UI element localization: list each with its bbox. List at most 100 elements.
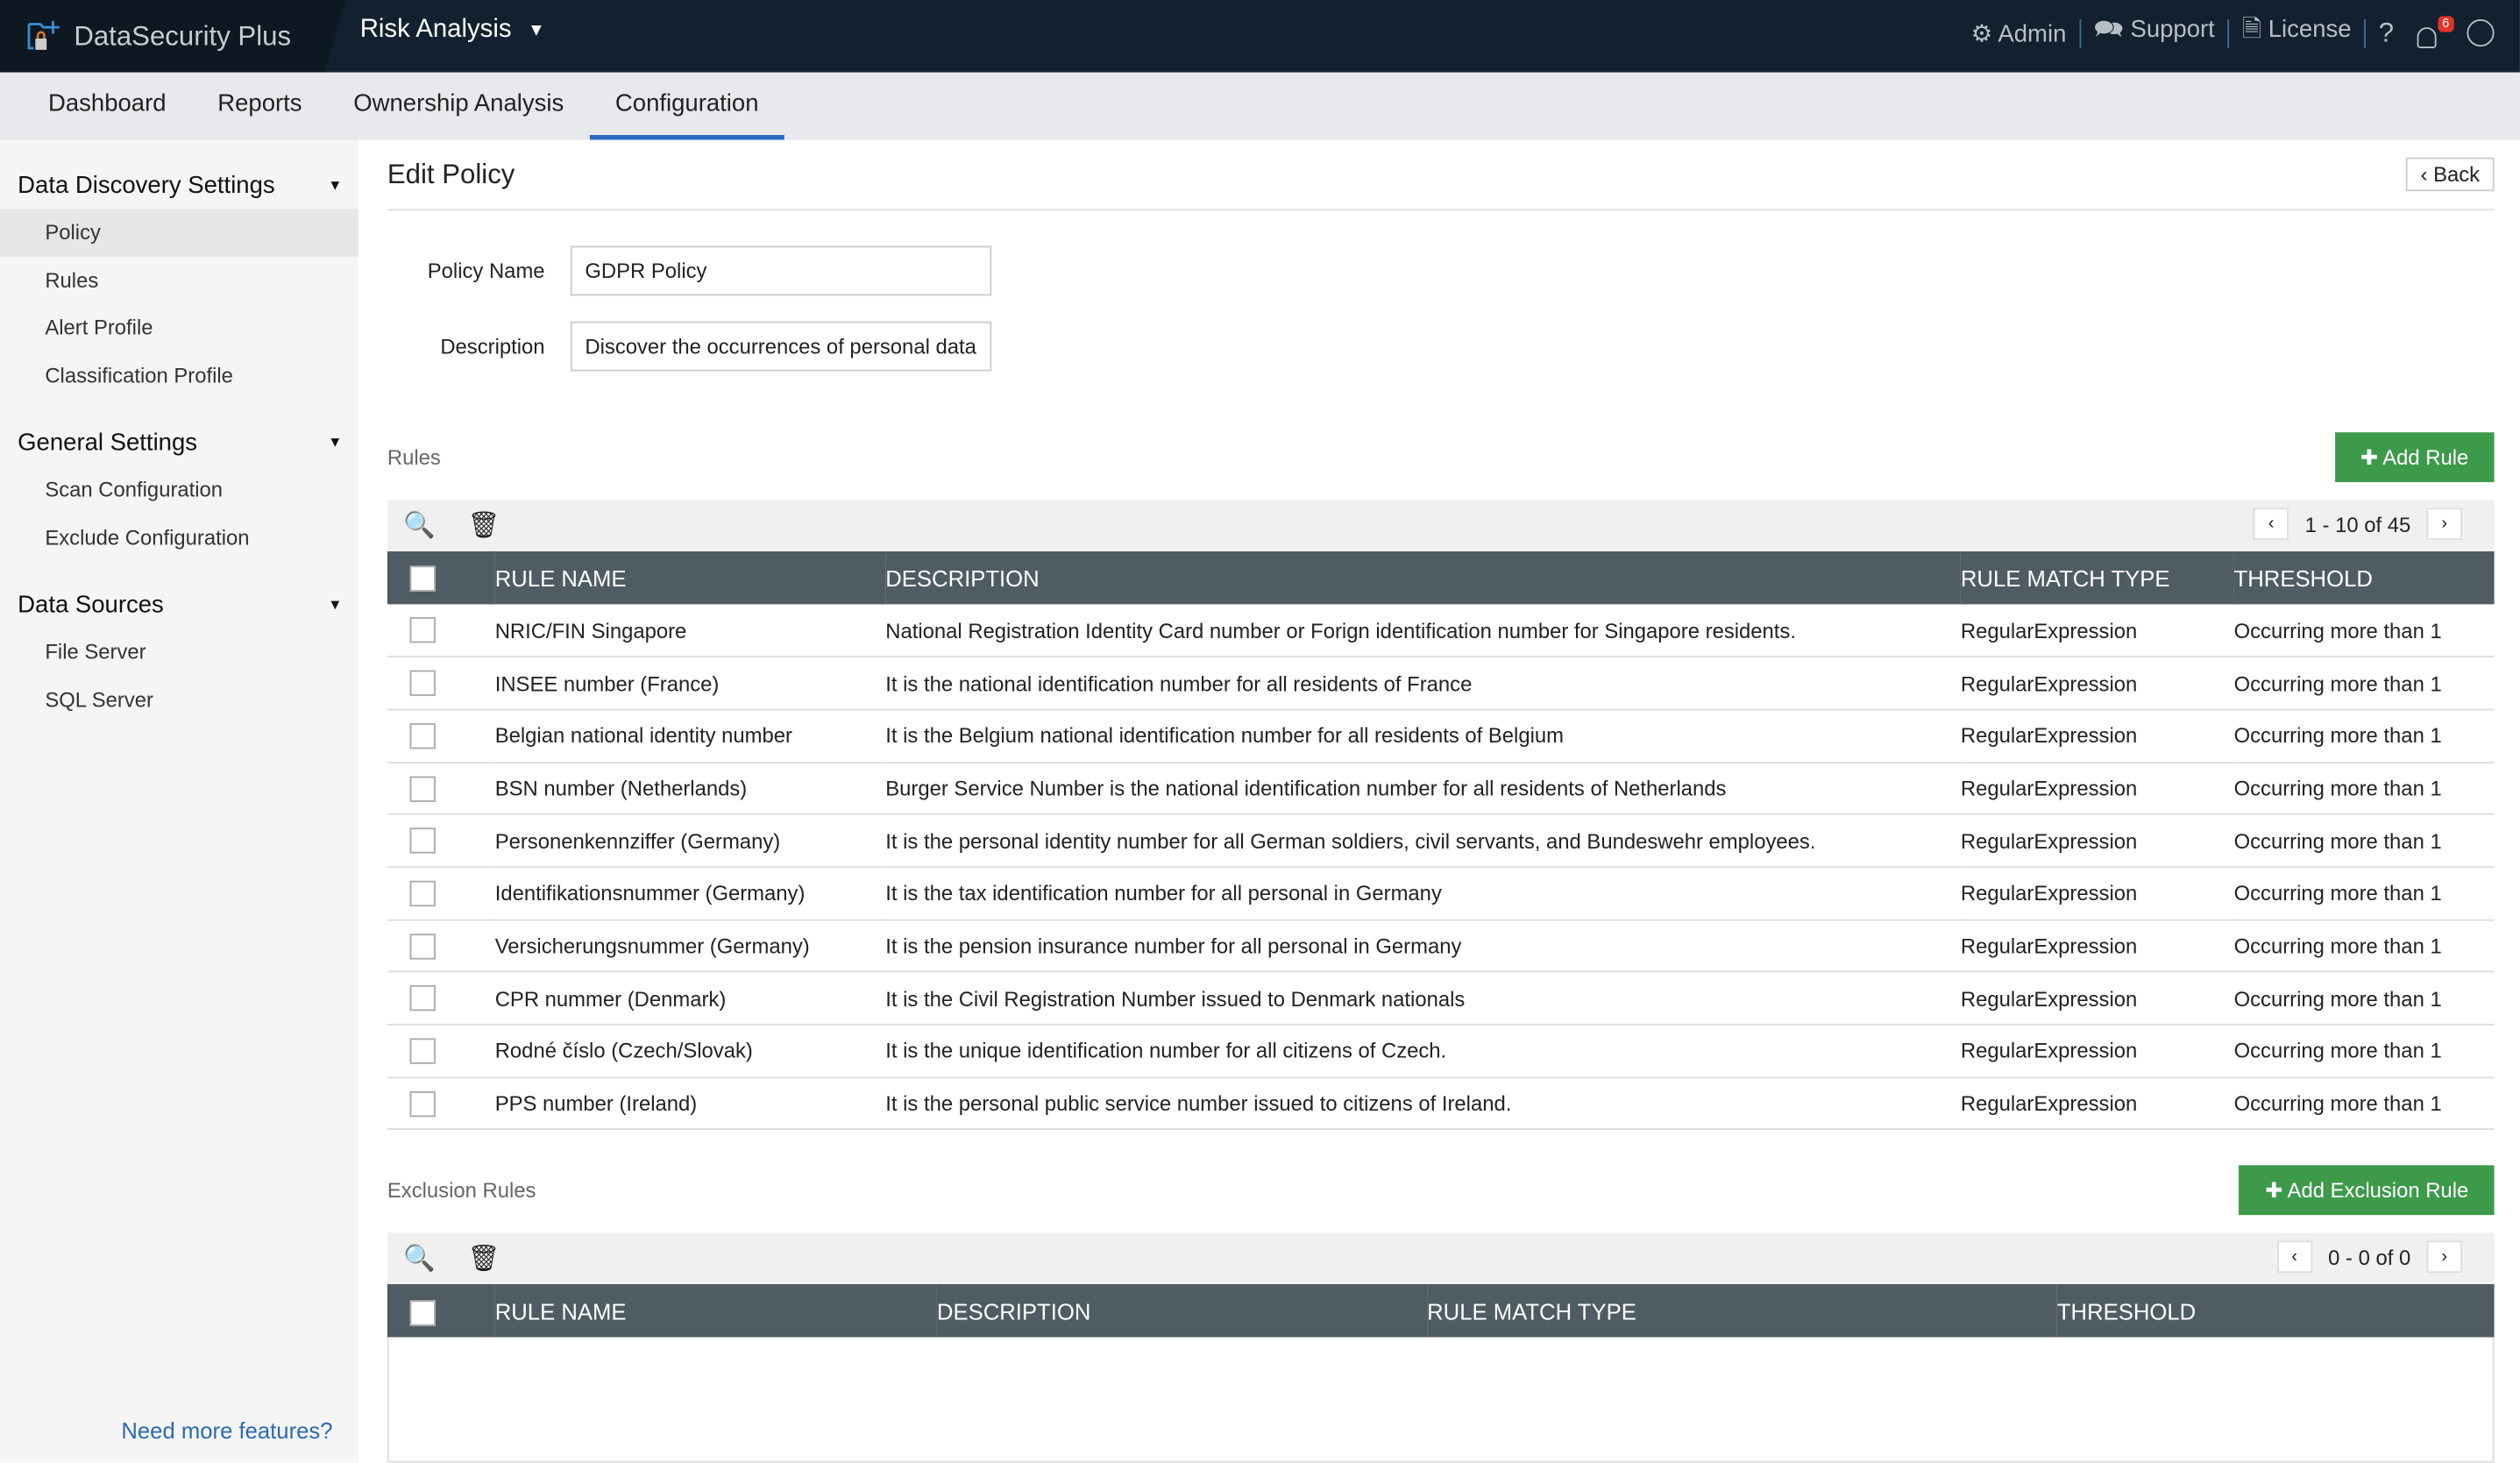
table-row[interactable]: Personenkennziffer (Germany) It is the pe… — [387, 814, 2495, 868]
certificate-icon: 🗎 — [2241, 16, 2262, 44]
search-filter-icon[interactable]: 🔍 — [403, 1246, 436, 1274]
column-header[interactable]: RULE MATCH TYPE — [1427, 1284, 2057, 1339]
next-page-button[interactable]: › — [2426, 508, 2462, 541]
search-filter-icon[interactable]: 🔍 — [403, 512, 436, 541]
page-title: Edit Policy — [387, 158, 515, 189]
threshold-cell: Occurring more than 1 — [2233, 1076, 2495, 1131]
divider — [2079, 18, 2081, 48]
description-cell: It is the unique identification number f… — [885, 1024, 1961, 1078]
threshold-cell: Occurring more than 1 — [2233, 814, 2495, 868]
column-header[interactable]: THRESHOLD — [2233, 550, 2495, 605]
prev-page-button[interactable]: ‹ — [2276, 1241, 2312, 1274]
trash-icon[interactable]: 🗑 — [467, 1246, 500, 1274]
sidebar-section-data-discovery[interactable]: Data Discovery Settings ▼ — [0, 160, 358, 209]
trash-icon[interactable]: 🗑 — [467, 512, 500, 541]
rule-match-type-cell: RegularExpression — [1960, 971, 2234, 1026]
pagination-label: 1 - 10 of 45 — [2304, 511, 2411, 536]
row-checkbox[interactable] — [409, 827, 436, 855]
module-selector[interactable]: Risk Analysis ▼ — [360, 16, 545, 45]
row-checkbox[interactable] — [409, 723, 436, 749]
exclusion-rules-table: RULE NAME DESCRIPTION RULE MATCH TYPE TH… — [387, 1284, 2495, 1339]
admin-label: Admin — [1998, 19, 2067, 48]
sidebar-item-sql-server[interactable]: SQL Server — [45, 686, 153, 712]
table-row[interactable]: INSEE number (France) It is the national … — [387, 657, 2495, 711]
notification-badge: 6 — [2437, 15, 2454, 32]
row-checkbox[interactable] — [409, 1038, 436, 1065]
column-header[interactable]: DESCRIPTION — [936, 1284, 1428, 1339]
sidebar-item-exclude-configuration[interactable]: Exclude Configuration — [45, 524, 250, 550]
sidebar-section-general-settings[interactable]: General Settings ▼ — [0, 418, 358, 466]
exclusion-table-empty-body — [387, 1338, 2495, 1463]
tab-configuration[interactable]: Configuration — [589, 73, 784, 140]
section-title: General Settings — [18, 428, 198, 456]
description-cell: It is the Civil Registration Number issu… — [885, 971, 1961, 1026]
rule-name-cell: Personenkennziffer (Germany) — [494, 814, 886, 868]
table-row[interactable]: Identifikationsnummer (Germany) It is the… — [387, 867, 2495, 920]
back-label: Back — [2433, 162, 2481, 187]
rule-match-type-cell: RegularExpression — [1960, 814, 2234, 868]
top-bar: DataSecurity Plus Risk Analysis ▼ ⚙ Admin… — [0, 0, 2520, 73]
user-avatar-icon[interactable] — [2467, 19, 2495, 47]
sidebar-item-file-server[interactable]: File Server — [45, 639, 146, 664]
column-header[interactable]: DESCRIPTION — [885, 550, 1961, 605]
need-more-features-link[interactable]: Need more features? — [121, 1417, 333, 1444]
select-all-checkbox[interactable] — [409, 1299, 436, 1325]
sidebar-item-classification-profile[interactable]: Classification Profile — [45, 362, 233, 387]
sidebar-item-scan-configuration[interactable]: Scan Configuration — [45, 477, 224, 502]
column-header[interactable]: THRESHOLD — [2056, 1284, 2495, 1339]
add-rule-button[interactable]: ✚ Add Rule — [2334, 432, 2495, 483]
column-header[interactable]: RULE MATCH TYPE — [1960, 550, 2234, 605]
rule-name-cell: Belgian national identity number — [494, 709, 886, 763]
table-row[interactable]: PPS number (Ireland) It is the personal p… — [387, 1076, 2495, 1131]
description-cell: It is the personal public service number… — [885, 1076, 1961, 1131]
sidebar-item-policy[interactable]: Policy — [0, 209, 358, 257]
row-checkbox[interactable] — [409, 933, 436, 960]
table-row[interactable]: BSN number (Netherlands) Burger Service N… — [387, 762, 2495, 816]
threshold-cell: Occurring more than 1 — [2233, 867, 2495, 920]
gear-icon: ⚙ — [1970, 19, 1993, 48]
notifications-button[interactable]: 6 — [2416, 15, 2454, 48]
license-link[interactable]: 🗎 License — [2242, 13, 2352, 53]
row-checkbox[interactable] — [409, 671, 436, 697]
table-row[interactable]: Belgian national identity number It is th… — [387, 709, 2495, 763]
description-cell: It is the Belgium national identificatio… — [885, 709, 1961, 763]
table-row[interactable]: CPR nummer (Denmark) It is the Civil Regi… — [387, 971, 2495, 1026]
tab-ownership-analysis[interactable]: Ownership Analysis — [353, 89, 564, 117]
select-all-checkbox[interactable] — [409, 565, 436, 592]
table-row[interactable]: Rodné číslo (Czech/Slovak) It is the uniq… — [387, 1024, 2495, 1078]
row-checkbox[interactable] — [409, 880, 436, 907]
help-icon[interactable]: ? — [2378, 17, 2395, 48]
tab-reports[interactable]: Reports — [217, 89, 302, 117]
row-checkbox[interactable] — [409, 776, 436, 802]
table-row[interactable]: Versicherungsnummer (Germany) It is the p… — [387, 919, 2495, 973]
caret-down-icon: ▼ — [328, 176, 343, 194]
column-header[interactable]: RULE NAME — [494, 550, 886, 605]
description-input[interactable]: Discover the occurrences of personal dat… — [570, 321, 992, 372]
support-link[interactable]: 🗪 Support — [2094, 13, 2215, 53]
brand-logo[interactable]: DataSecurity Plus — [0, 0, 346, 73]
row-checkbox[interactable] — [409, 617, 436, 644]
prev-page-button[interactable]: ‹ — [2253, 508, 2289, 541]
table-row[interactable]: NRIC/FIN Singapore National Registration … — [387, 604, 2495, 658]
rule-name-cell: CPR nummer (Denmark) — [494, 971, 886, 1026]
sidebar-section-data-sources[interactable]: Data Sources ▼ — [0, 580, 358, 629]
threshold-cell: Occurring more than 1 — [2233, 971, 2495, 1026]
sidebar-item-alert-profile[interactable]: Alert Profile — [45, 315, 153, 339]
row-checkbox[interactable] — [409, 1090, 436, 1117]
rule-name-cell: Versicherungsnummer (Germany) — [494, 919, 886, 973]
policy-name-input[interactable]: GDPR Policy — [570, 245, 992, 296]
license-label: License — [2268, 16, 2352, 44]
back-button[interactable]: ‹ Back — [2405, 157, 2495, 192]
divider — [2364, 18, 2367, 48]
description-cell: It is the personal identity number for a… — [885, 814, 1961, 868]
row-checkbox[interactable] — [409, 985, 436, 1012]
tab-dashboard[interactable]: Dashboard — [48, 89, 167, 117]
rules-toolbar: 🔍 🗑 ‹ 1 - 10 of 45 › — [387, 500, 2495, 551]
caret-down-icon: ▼ — [328, 596, 343, 613]
next-page-button[interactable]: › — [2426, 1241, 2462, 1274]
column-header[interactable]: RULE NAME — [494, 1284, 937, 1339]
section-title: Data Discovery Settings — [18, 171, 275, 199]
admin-link[interactable]: ⚙ Admin — [1971, 18, 2067, 47]
sidebar-item-rules[interactable]: Rules — [45, 267, 99, 292]
add-exclusion-rule-button[interactable]: ✚ Add Exclusion Rule — [2239, 1165, 2495, 1216]
